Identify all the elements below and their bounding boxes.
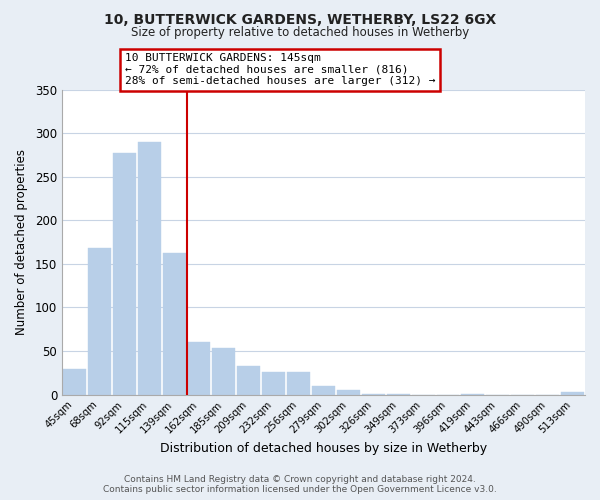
Bar (88, 248, 111, 394)
Bar (287, 372, 310, 394)
Bar (337, 390, 360, 394)
Bar (188, 342, 211, 394)
Bar (113, 153, 136, 394)
Bar (262, 372, 285, 394)
Text: 10 BUTTERWICK GARDENS: 145sqm
← 72% of detached houses are smaller (816)
28% of : 10 BUTTERWICK GARDENS: 145sqm ← 72% of d… (125, 54, 436, 86)
Bar (238, 366, 260, 394)
Bar (138, 142, 161, 395)
Bar (212, 348, 235, 395)
Bar (163, 254, 185, 394)
Bar (561, 392, 584, 394)
Text: Contains HM Land Registry data © Crown copyright and database right 2024.
Contai: Contains HM Land Registry data © Crown c… (103, 474, 497, 494)
X-axis label: Distribution of detached houses by size in Wetherby: Distribution of detached houses by size … (160, 442, 487, 455)
Y-axis label: Number of detached properties: Number of detached properties (15, 149, 28, 335)
Text: 10, BUTTERWICK GARDENS, WETHERBY, LS22 6GX: 10, BUTTERWICK GARDENS, WETHERBY, LS22 6… (104, 12, 496, 26)
Bar (63, 370, 86, 394)
Text: Size of property relative to detached houses in Wetherby: Size of property relative to detached ho… (131, 26, 469, 39)
Bar (312, 386, 335, 394)
